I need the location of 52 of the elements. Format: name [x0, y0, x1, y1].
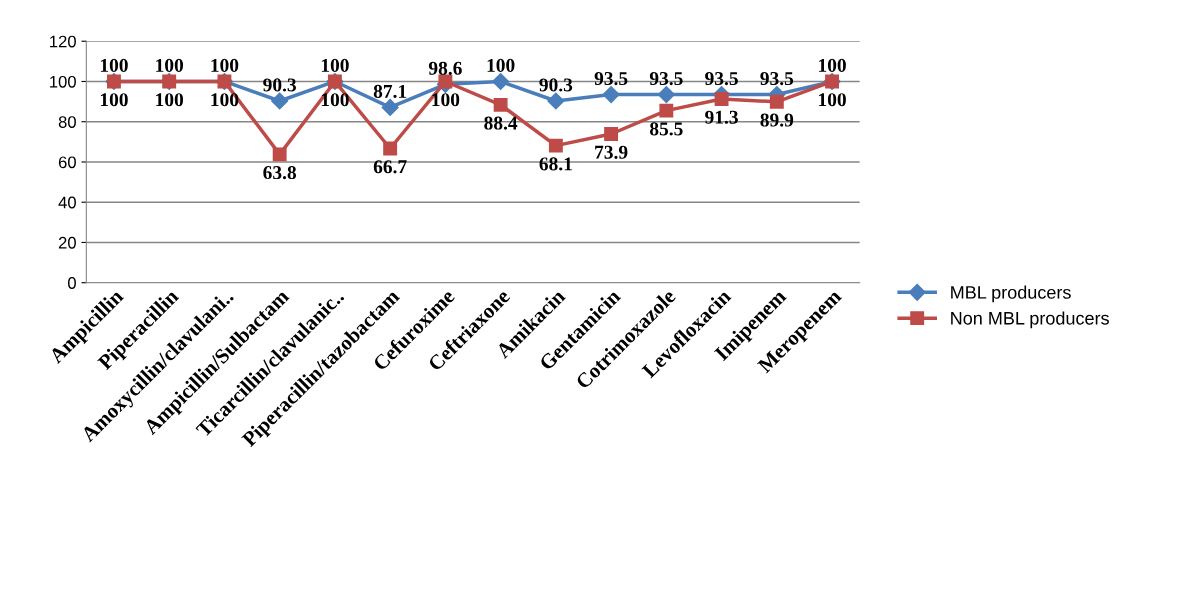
point [272, 147, 287, 162]
point [769, 94, 784, 109]
data-label: 100 [100, 58, 128, 72]
data-label: 100 [156, 58, 184, 72]
data-label: 91.3 [705, 110, 738, 124]
data-label: 73.9 [595, 145, 628, 159]
y-tick-label: 100 [50, 75, 76, 88]
data-label: 87.1 [373, 84, 407, 99]
data-label: 93.5 [705, 71, 738, 86]
y-tick-label: 60 [58, 156, 76, 169]
legend-label: MBL producers [951, 285, 1071, 303]
y-tick-label: 0 [67, 277, 76, 289]
data-label: 100 [156, 93, 184, 107]
data-label: 100 [321, 58, 349, 72]
data-label: 98.6 [428, 61, 462, 75]
point [602, 86, 620, 104]
point [492, 72, 510, 91]
y-tick-label: 80 [58, 116, 76, 128]
data-label: 100 [211, 93, 239, 107]
data-label: 93.5 [649, 71, 683, 86]
data-label: 93.5 [594, 71, 628, 86]
data-label: 85.5 [649, 122, 683, 136]
data-label: 88.4 [484, 116, 518, 130]
legend-label: Non MBL producers [951, 311, 1109, 329]
data-label: 100 [100, 93, 128, 107]
data-label: 90.3 [539, 78, 573, 92]
point [271, 92, 289, 110]
point [493, 97, 508, 112]
y-tick-label: 40 [58, 196, 76, 209]
data-label: 63.8 [263, 166, 297, 180]
point [381, 98, 399, 116]
point [657, 86, 675, 104]
data-label: 90.3 [263, 78, 297, 92]
data-label: 100 [819, 93, 846, 107]
point [714, 92, 729, 106]
data-label: 89.9 [760, 113, 794, 127]
y-tick-label: 20 [58, 236, 76, 249]
point [548, 138, 563, 153]
data-label: 100 [321, 93, 349, 107]
data-label: 100 [211, 58, 239, 72]
data-label: 93.5 [760, 71, 794, 86]
data-label: 68.1 [539, 157, 572, 171]
point [383, 141, 398, 156]
data-label: 100 [487, 58, 515, 72]
point [659, 103, 674, 118]
point [438, 74, 453, 89]
point [604, 127, 619, 141]
point [547, 92, 565, 110]
y-tick-label: 120 [50, 35, 76, 48]
data-label: 100 [432, 93, 460, 107]
data-label: 100 [819, 58, 846, 72]
data-label: 66.7 [373, 160, 407, 174]
